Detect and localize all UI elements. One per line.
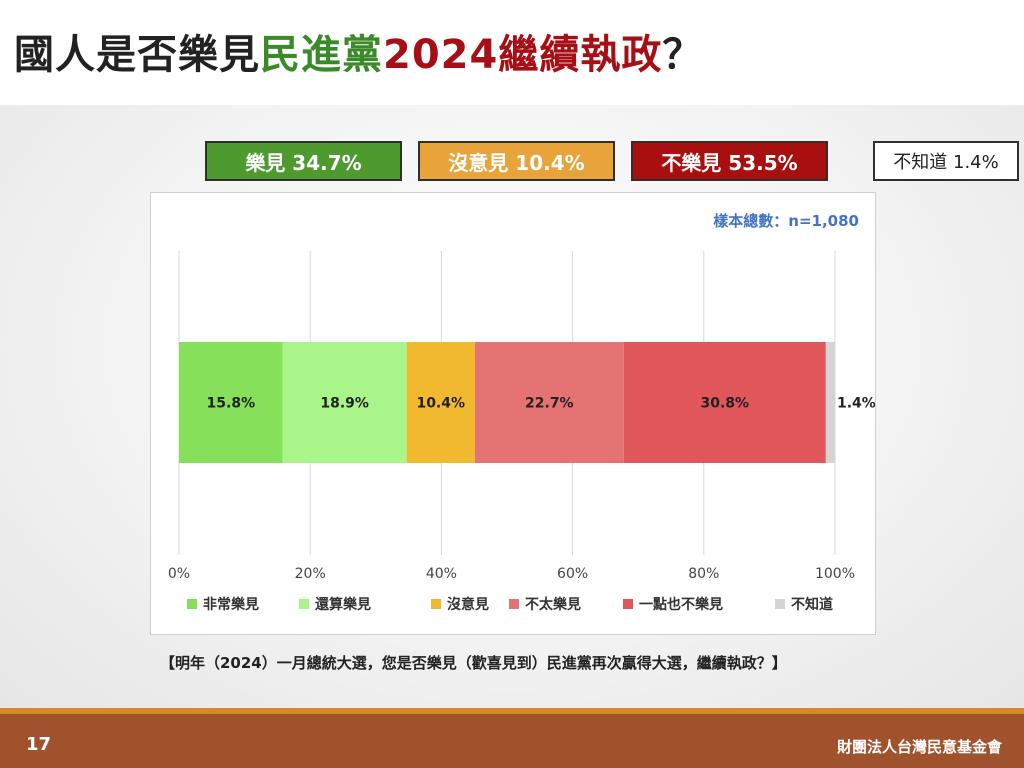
data-label: 30.8%	[701, 396, 750, 412]
legend-label: 還算樂見	[315, 596, 371, 613]
survey-question: 【明年（2024）一月總統大選，您是否樂見（歡喜見到）民進黨再次贏得大選，繼續執…	[160, 654, 787, 672]
summary-box-no-opinion: 沒意見 10.4%	[418, 141, 615, 181]
data-label: 15.8%	[207, 396, 256, 412]
x-tick-label: 0%	[168, 566, 190, 582]
legend-label: 不太樂見	[525, 596, 581, 613]
legend-swatch	[431, 599, 441, 609]
page-number: 17	[26, 734, 52, 755]
title-part-3: 2024繼續執政	[383, 32, 663, 78]
legend-swatch	[623, 599, 633, 609]
summary-box-dont-know: 不知道 1.4%	[873, 141, 1019, 181]
bar-segment	[406, 342, 475, 463]
data-label: 22.7%	[525, 396, 574, 412]
bar-segment	[825, 342, 835, 463]
bar-segment	[474, 342, 624, 463]
stacked-bar-chart: 0% 20% 40% 60% 80% 100% 15.8% 18.9% 10.4% 22.7% 30…	[168, 251, 875, 613]
slide-title: 國人是否樂見民進黨2024繼續執政？	[14, 22, 703, 80]
title-bar: 國人是否樂見民進黨2024繼續執政？	[0, 0, 1024, 105]
title-part-2: 民進黨	[260, 32, 383, 78]
legend-label: 沒意見	[447, 596, 489, 613]
x-tick-label: 80%	[688, 566, 719, 582]
x-tick-label: 40%	[426, 566, 457, 582]
bar-segment	[179, 342, 283, 463]
legend-label: 不知道	[791, 596, 833, 613]
title-part-1: 國人是否樂見	[14, 32, 260, 78]
legend-swatch	[775, 599, 785, 609]
sample-size-note: 樣本總數：n=1,080	[713, 212, 859, 230]
legend-swatch	[187, 599, 197, 609]
summary-box-oppose: 不樂見 53.5%	[631, 141, 828, 181]
chart-card: 樣本總數：n=1,080 0% 20% 40% 60% 80% 100% 15.8% 18.9…	[150, 192, 876, 635]
data-label: 10.4%	[416, 396, 465, 412]
title-part-4: ？	[662, 32, 704, 78]
bar-segment	[282, 342, 407, 463]
legend-label: 非常樂見	[203, 596, 259, 613]
footer: 17 財團法人台灣民意基金會	[0, 708, 1024, 768]
legend-swatch	[299, 599, 309, 609]
bar-segment	[623, 342, 826, 463]
data-label: 1.4%	[837, 396, 875, 412]
x-tick-label: 100%	[815, 566, 855, 582]
x-tick-label: 20%	[295, 566, 326, 582]
legend-label: 一點也不樂見	[639, 596, 723, 613]
legend-swatch	[509, 599, 519, 609]
organization-name: 財團法人台灣民意基金會	[836, 738, 1002, 756]
data-label: 18.9%	[320, 396, 369, 412]
x-tick-label: 60%	[557, 566, 588, 582]
summary-box-favor: 樂見 34.7%	[205, 141, 402, 181]
